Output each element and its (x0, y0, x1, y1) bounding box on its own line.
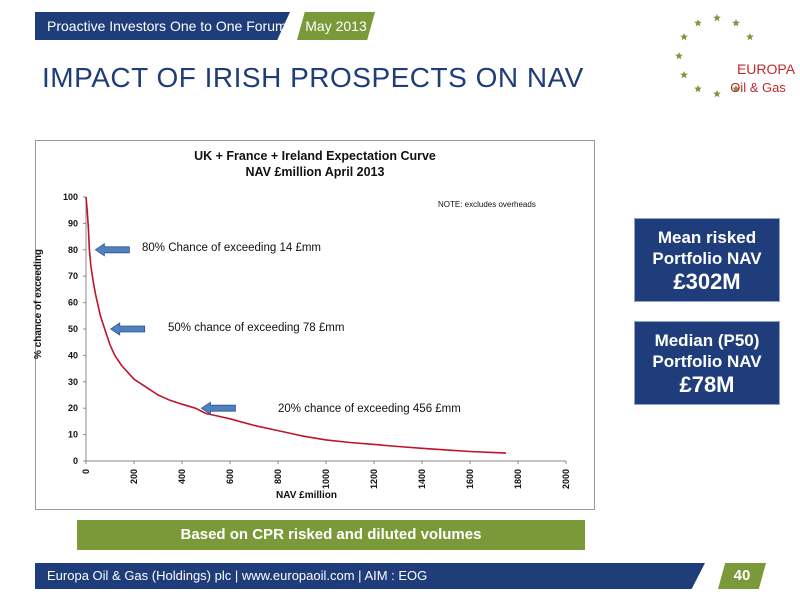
x-tick-label: 1800 (513, 469, 523, 489)
logo-star-ring (675, 14, 754, 98)
y-tick-label: 50 (68, 324, 78, 334)
y-tick-label: 10 (68, 430, 78, 440)
footer-bar: Europa Oil & Gas (Holdings) plc | www.eu… (35, 563, 705, 589)
mean-nav-box: Mean risked Portfolio NAV £302M (634, 218, 780, 302)
x-tick-label: 1000 (321, 469, 331, 489)
annotation-arrow-icon (94, 243, 130, 257)
x-tick-label: 800 (273, 469, 283, 484)
y-tick-label: 60 (68, 298, 78, 308)
logo-star (680, 33, 688, 41)
y-tick-label: 0 (73, 456, 78, 466)
y-tick-label: 100 (63, 192, 78, 202)
forum-banner: Proactive Investors One to One Forum (35, 12, 290, 40)
x-tick-label: 0 (81, 469, 91, 474)
median-nav-line1: Median (P50) (654, 331, 760, 350)
y-tick-label: 40 (68, 350, 78, 360)
x-tick-label: 2000 (561, 469, 571, 489)
expectation-curve-line (85, 196, 507, 454)
mean-nav-line2: Portfolio NAV (652, 249, 762, 268)
logo-star (713, 14, 721, 22)
forum-label: Proactive Investors One to One Forum (47, 18, 287, 34)
chart-subtitle: NAV £million April 2013 (245, 165, 385, 179)
annotation-50: 50% chance of exceeding 78 £mm (168, 322, 345, 334)
annotation-20: 20% chance of exceeding 456 £mm (278, 403, 461, 415)
median-nav-value: £78M (679, 372, 735, 397)
x-tick-label: 200 (129, 469, 139, 484)
logo-star (680, 71, 688, 79)
logo-line1: EUROPA (737, 61, 796, 77)
chart-series (85, 196, 507, 454)
date-label: May 2013 (305, 18, 367, 34)
logo-star (694, 19, 702, 27)
page-number: 40 (718, 563, 766, 589)
x-tick-label: 600 (225, 469, 235, 484)
y-tick-label: 90 (68, 218, 78, 228)
annotation-arrow-icon (200, 401, 236, 415)
y-axis-label: % chance of exceeding (33, 248, 44, 359)
logo-star (746, 33, 754, 41)
median-nav-line2: Portfolio NAV (652, 352, 762, 371)
median-nav-box: Median (P50) Portfolio NAV £78M (634, 321, 780, 405)
y-tick-label: 20 (68, 403, 78, 413)
caption-bar: Based on CPR risked and diluted volumes (77, 520, 585, 550)
chart-arrows (94, 243, 236, 415)
europa-logo: EUROPA Oil & Gas (675, 14, 796, 98)
footer-text: Europa Oil & Gas (Holdings) plc | www.eu… (47, 568, 428, 583)
x-tick-label: 1400 (417, 469, 427, 489)
slide-title: IMPACT OF IRISH PROSPECTS ON NAV (42, 62, 584, 93)
mean-nav-value: £302M (673, 269, 741, 294)
chart-panel: UK + France + Ireland Expectation Curve … (33, 140, 595, 510)
chart-title: UK + France + Ireland Expectation Curve (194, 149, 436, 163)
chart-note: NOTE: excludes overheads (438, 200, 536, 209)
x-axis-label: NAV £million (276, 490, 337, 501)
annotation-arrow-icon (109, 322, 146, 336)
annotation-80: 80% Chance of exceeding 14 £mm (142, 242, 321, 254)
logo-line2: Oil & Gas (730, 80, 786, 95)
y-tick-label: 30 (68, 377, 78, 387)
date-banner: May 2013 (297, 12, 375, 40)
logo-star (732, 84, 740, 93)
x-tick-label: 1200 (369, 469, 379, 489)
logo-star (675, 52, 683, 60)
x-tick-label: 1600 (465, 469, 475, 489)
mean-nav-line1: Mean risked (657, 228, 757, 247)
x-tick-label: 400 (177, 469, 187, 484)
logo-star (694, 84, 702, 93)
logo-star (732, 19, 740, 27)
y-tick-label: 80 (68, 245, 78, 255)
y-tick-label: 70 (68, 271, 78, 281)
logo-star (713, 90, 721, 98)
